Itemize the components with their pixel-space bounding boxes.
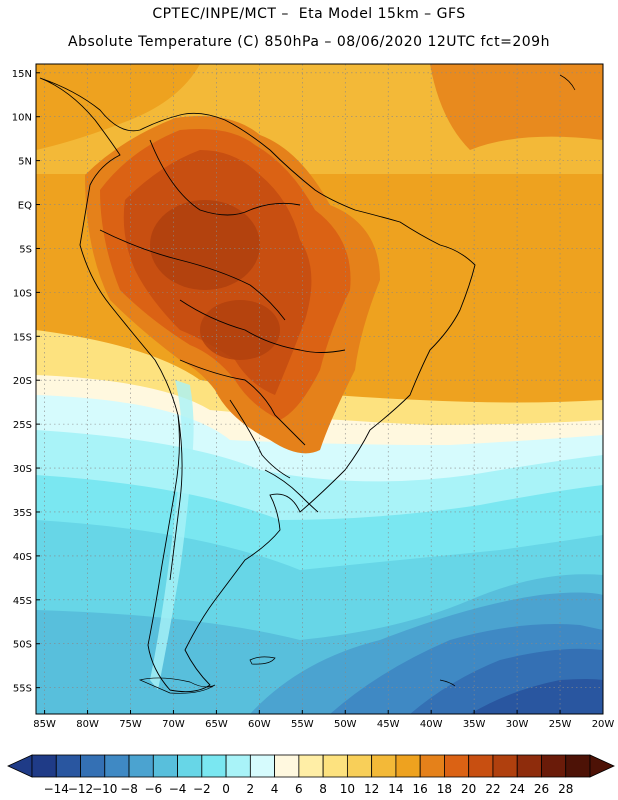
lon-label: 65W [205,719,228,730]
lon-label: 35W [463,719,486,730]
colorbar-label: −14 [44,782,69,796]
lat-label: 10S [13,288,32,299]
colorbar-box [322,754,348,778]
colorbar-box [274,754,300,778]
map-frame [35,63,604,715]
lon-label: 85W [33,719,56,730]
map-grid [36,64,603,714]
lat-label: 45S [13,596,32,607]
colorbar-box [177,754,203,778]
lat-label: 15S [13,332,32,343]
colorbar-label: −10 [92,782,117,796]
colorbar-label: 24 [510,782,525,796]
coastlines [39,77,476,693]
colorbar-label: 2 [247,782,255,796]
colorbar-box [31,754,57,778]
chart-title-line2: Absolute Temperature (C) 850hPa – 08/06/… [68,34,550,50]
colorbar-box [298,754,324,778]
colorbar-label: 20 [461,782,476,796]
lon-label: 40W [420,719,443,730]
colorbar-label: 26 [534,782,549,796]
colorbar-box [444,754,470,778]
colorbar-box [516,754,542,778]
lat-label: 55S [13,684,32,695]
lon-label: 25W [549,719,572,730]
lat-label: 15N [12,69,32,80]
lat-label: 35S [13,508,32,519]
colorbar-box [128,754,154,778]
colorbar-arrow-high [589,754,615,778]
islands [138,74,576,694]
colorbar-label: 14 [388,782,403,796]
chart-title-line1: CPTEC/INPE/MCT – Eta Model 15km – GFS [152,6,466,22]
colorbar-box [419,754,445,778]
colorbar-label: 6 [295,782,303,796]
colorbar-box [104,754,130,778]
colorbar-label: 16 [413,782,428,796]
lon-label: 50W [334,719,357,730]
latitude-axis: 15N 10N 5N EQ 5S 10S 15S 20S 25S 30S 35S 40S 45S 50S 5… [12,69,40,695]
lat-label: 25S [13,420,32,431]
colorbar-label: −8 [120,782,138,796]
lat-label: 50S [13,640,32,651]
lat-label: 20S [13,376,32,387]
colorbar-box [225,754,251,778]
colorbar-label: 4 [271,782,279,796]
colorbar-box [80,754,106,778]
colorbar-label: 0 [222,782,230,796]
colorbar-box [249,754,276,778]
lon-label: 70W [162,719,185,730]
lat-label: 30S [13,464,32,475]
temperature-field [36,64,603,714]
colorbar-box [346,754,373,778]
colorbar-label: −12 [68,782,93,796]
colorbar-box [565,754,591,778]
colorbar-label: 8 [319,782,327,796]
lon-label: 60W [248,719,271,730]
longitude-axis: 85W 80W 75W 70W 65W 60W 55W 50W 45W 40W 35W 30W 25W 2… [33,710,614,730]
colorbar-box [395,754,421,778]
colorbar-box [492,754,518,778]
colorbar-label: −4 [169,782,187,796]
colorbar-label: −2 [193,782,211,796]
lat-label: 5S [19,244,32,255]
colorbar-box [55,754,81,778]
lat-label: 40S [13,552,32,563]
lon-label: 55W [291,719,314,730]
lat-label: 5N [18,157,32,168]
colorbar-box [152,754,178,778]
lon-label: 75W [119,719,142,730]
colorbar-box [371,754,397,778]
colorbar-label: 12 [364,782,379,796]
lon-label: 30W [506,719,529,730]
colorbar-label: 22 [485,782,500,796]
colorbar-box [541,754,567,778]
colorbar-label: −6 [144,782,162,796]
lon-label: 20W [592,719,615,730]
colorbar-label: 10 [340,782,355,796]
lon-label: 80W [76,719,99,730]
lon-label: 45W [377,719,400,730]
colorbar-label: 28 [558,782,573,796]
colorbar-label: 18 [437,782,452,796]
colorbar-box [201,754,227,778]
lat-label: 10N [12,113,32,124]
lat-label: EQ [18,201,32,212]
colorbar-arrow-low [7,754,33,778]
colorbar-box [468,754,494,778]
